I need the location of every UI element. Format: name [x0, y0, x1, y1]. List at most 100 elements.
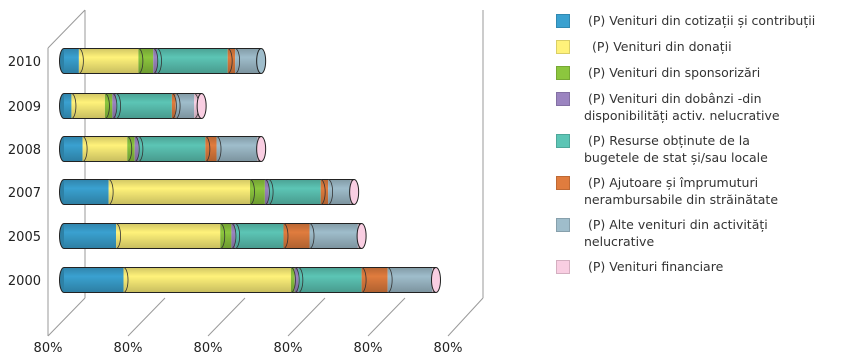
segment-separator — [175, 93, 181, 119]
bar-segment — [175, 93, 195, 119]
segment-separator — [78, 48, 84, 74]
legend-swatch — [556, 66, 570, 80]
legend-label: (P) Venituri din donații — [584, 39, 732, 54]
bar-segment — [294, 267, 299, 293]
y-tick-label: 2007 — [8, 186, 41, 201]
bar-segment — [82, 136, 128, 162]
y-tick-label: 2000 — [8, 274, 41, 289]
segment-separator — [138, 136, 144, 162]
legend-label: (P) Alte venituri din activități nelucra… — [584, 217, 768, 249]
bar-segment — [64, 267, 124, 293]
segment-separator — [328, 179, 334, 205]
bar-segment — [268, 179, 321, 205]
segment-separator — [171, 93, 177, 119]
legend-label: (P) Venituri din dobânzi -din disponibil… — [584, 91, 780, 123]
legend-label: (P) Venituri din sponsorizări — [584, 65, 761, 80]
bar-segment — [157, 48, 228, 74]
bar-2005 — [59, 223, 367, 249]
y-tick-label: 2009 — [8, 100, 41, 115]
x-tick-label: 80% — [114, 341, 143, 356]
bar-segment — [108, 179, 250, 205]
bar-end-cap — [256, 48, 267, 74]
segment-separator — [220, 223, 226, 249]
segment-separator — [134, 136, 140, 162]
x-tick-label: 80% — [434, 341, 463, 356]
segment-separator — [205, 136, 211, 162]
bar-segment — [112, 93, 117, 119]
segment-separator — [290, 267, 296, 293]
bar-segment — [216, 136, 258, 162]
x-tick-label: 80% — [354, 341, 383, 356]
y-tick-label: 2010 — [8, 55, 41, 70]
segment-separator — [283, 223, 289, 249]
segment-separator — [115, 223, 121, 249]
segment-separator — [123, 267, 129, 293]
bar-segment — [328, 179, 351, 205]
segment-separator — [309, 223, 315, 249]
legend-label: (P) Venituri din cotizații și contribuți… — [584, 13, 816, 28]
floor-left-edge — [47, 297, 86, 337]
bar-segment — [153, 48, 157, 74]
bar-2010 — [59, 48, 267, 74]
legend-label: (P) Ajutoare și împrumuturi nerambursabi… — [584, 175, 779, 207]
segment-separator — [108, 179, 114, 205]
bar-segment — [235, 223, 284, 249]
legend-item: (P) Venituri din donații — [556, 38, 846, 55]
bar-segment — [127, 136, 135, 162]
bar-segment — [123, 267, 291, 293]
legend-swatch — [556, 14, 570, 28]
bar-end-cap — [196, 93, 207, 119]
legend-item: (P) Venituri din dobânzi -din disponibil… — [556, 90, 846, 124]
bar-segment — [134, 136, 139, 162]
legend-swatch — [556, 134, 570, 148]
bar-segment — [387, 267, 433, 293]
bar-segment — [104, 93, 113, 119]
segment-separator — [71, 93, 77, 119]
bar-end-cap — [349, 179, 360, 205]
bar-segment — [290, 267, 295, 293]
legend-item: (P) Alte venituri din activități nelucra… — [556, 216, 846, 250]
bar-segment — [71, 93, 105, 119]
bar-2008 — [59, 136, 267, 162]
segment-separator — [387, 267, 393, 293]
legend-item: (P) Venituri din sponsorizări — [556, 64, 846, 81]
bar-end-cap — [256, 136, 267, 162]
segment-separator — [235, 48, 241, 74]
legend-swatch — [556, 260, 570, 274]
segment-separator — [216, 136, 222, 162]
y-tick-label: 2008 — [8, 143, 41, 158]
legend-swatch — [556, 218, 570, 232]
x-tick-label: 80% — [194, 341, 223, 356]
bar-segment — [309, 223, 358, 249]
legend-item: (P) Venituri din cotizații și contribuți… — [556, 12, 846, 29]
bar-segment — [64, 48, 79, 74]
segment-separator — [156, 48, 162, 74]
floor-gridline — [127, 297, 166, 337]
y-tick-label: 2005 — [8, 230, 41, 245]
legend-label: (P) Resurse obținute de la bugetele de s… — [584, 133, 768, 165]
bar-segment — [205, 136, 217, 162]
segment-separator — [298, 267, 304, 293]
x-tick-label: 80% — [274, 341, 303, 356]
floor-gridline — [367, 297, 406, 337]
floor-right-edge — [447, 297, 484, 337]
segment-separator — [294, 267, 300, 293]
bar-segment — [264, 179, 269, 205]
bar-segment — [64, 179, 109, 205]
bar-segment — [220, 223, 232, 249]
bar-segment — [298, 267, 362, 293]
bar-2009 — [59, 93, 207, 119]
bar-segment — [320, 179, 329, 205]
legend-item: (P) Ajutoare și împrumuturi nerambursabi… — [556, 174, 846, 208]
top-diagonal-edge — [47, 9, 86, 49]
bar-segment — [78, 48, 139, 74]
segment-separator — [153, 48, 159, 74]
segment-separator — [264, 179, 270, 205]
bar-segment — [227, 48, 236, 74]
segment-separator — [231, 223, 237, 249]
bar-segment — [116, 223, 221, 249]
segment-separator — [82, 136, 88, 162]
bar-segment — [283, 223, 310, 249]
